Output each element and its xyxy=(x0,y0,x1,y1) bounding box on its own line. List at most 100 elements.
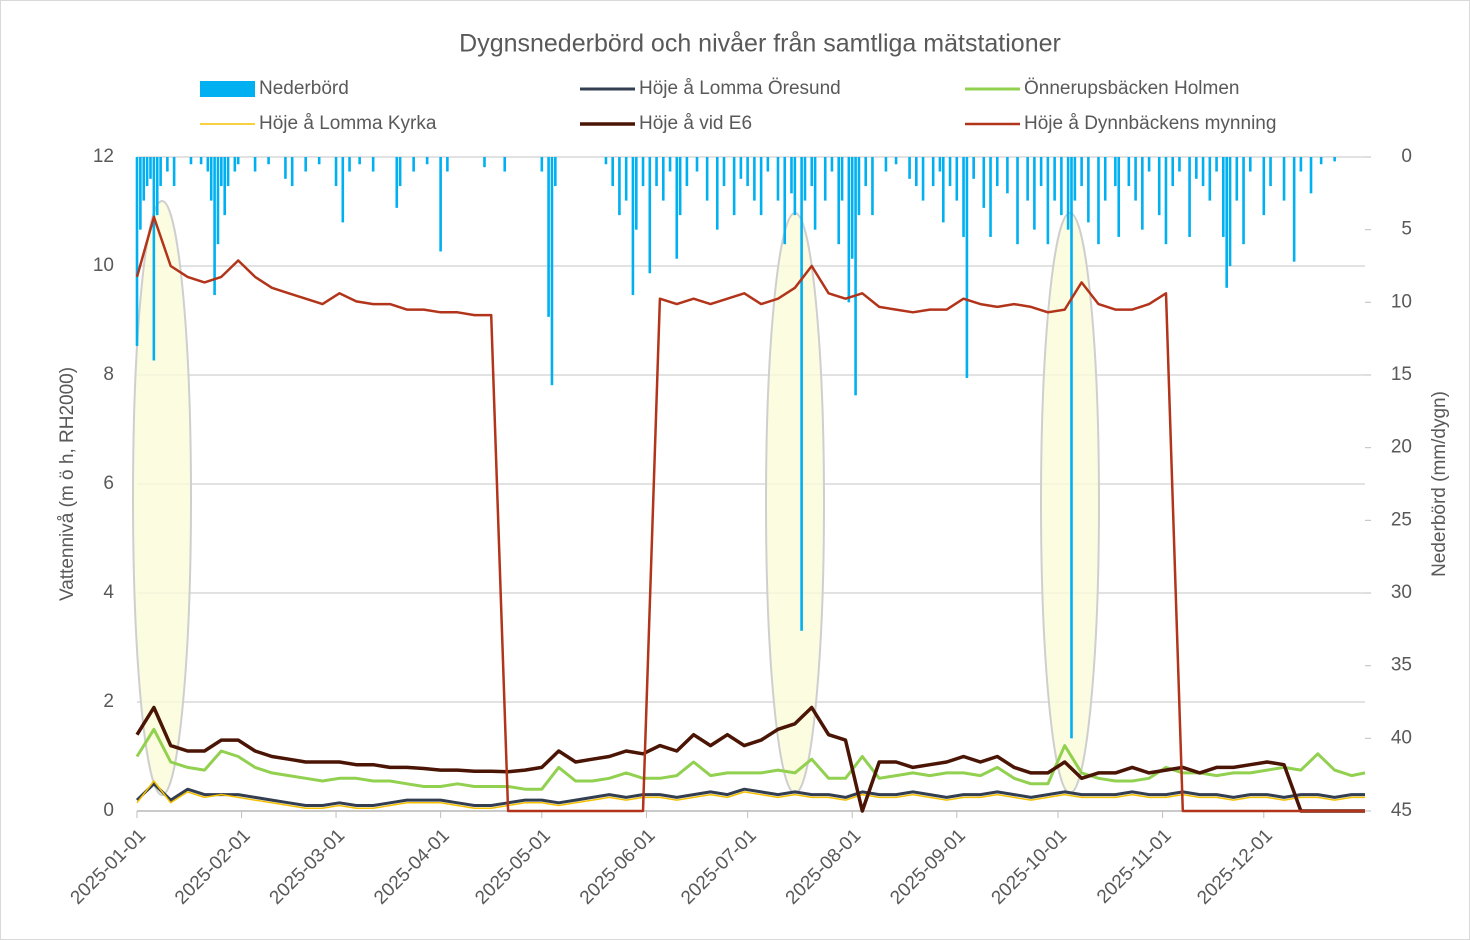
precipitation-bar xyxy=(226,157,230,187)
precipitation-bar xyxy=(1282,157,1286,201)
y2-tick-label: 25 xyxy=(1391,509,1412,530)
precipitation-bar xyxy=(766,157,770,172)
precipitation-bar xyxy=(1208,157,1212,201)
precipitation-bar xyxy=(135,157,139,346)
precipitation-bar xyxy=(253,157,257,172)
precipitation-bar xyxy=(395,157,399,208)
precipitation-bar xyxy=(550,157,554,386)
precipitation-bar xyxy=(439,157,442,252)
legend-swatch xyxy=(200,81,255,97)
precipitation-bar xyxy=(223,157,227,216)
precipitation-bar xyxy=(810,157,814,187)
precipitation-bar xyxy=(1269,157,1272,187)
precipitation-bar xyxy=(317,157,321,165)
precipitation-bar xyxy=(854,157,857,396)
precipitation-bar xyxy=(850,157,854,259)
precipitation-bar xyxy=(965,157,969,378)
precipitation-bar xyxy=(1228,157,1232,266)
precipitation-bar xyxy=(604,157,608,165)
y2-tick-label: 40 xyxy=(1391,727,1412,748)
precipitation-bar xyxy=(233,157,237,172)
highlights xyxy=(132,200,1100,796)
precipitation-bar xyxy=(631,157,635,296)
precipitation-bar xyxy=(1188,157,1191,237)
precipitation-bar xyxy=(1097,157,1100,245)
precipitation-bar xyxy=(1026,157,1029,201)
precipitation-bar xyxy=(715,157,719,230)
precipitation-bar xyxy=(1127,157,1131,187)
precipitation-bar xyxy=(1222,157,1225,237)
y2-tick-label: 35 xyxy=(1391,655,1412,676)
precipitation-bar xyxy=(1309,157,1313,194)
y2-tick-label: 15 xyxy=(1391,364,1412,385)
precipitation-bar xyxy=(759,157,763,216)
precipitation-bar xyxy=(149,157,152,179)
legend: Nederbörd Höje å Lomma Öresund Önnerupsbäc… xyxy=(200,78,1276,134)
precipitation-bar xyxy=(483,157,486,168)
precipitation-bar xyxy=(142,157,146,201)
precipitation-bar xyxy=(955,157,959,201)
y-axis-title: Vattennivå (m ö h, RH2000) xyxy=(57,367,78,601)
precipitation-bar xyxy=(618,157,621,216)
precipitation-bar xyxy=(236,157,240,165)
precipitation-bar xyxy=(722,157,726,187)
y2-tick-label: 5 xyxy=(1401,219,1412,240)
precipitation-bar xyxy=(371,157,375,172)
precipitation-bar xyxy=(1006,157,1009,194)
series-line xyxy=(136,780,1365,810)
precipitation-bar xyxy=(540,157,544,172)
precipitation-bar xyxy=(189,157,193,165)
precipitation-bar xyxy=(1060,157,1063,216)
precipitation-bar xyxy=(1080,157,1083,187)
precipitation-bar xyxy=(145,157,149,187)
y-tick-label: 2 xyxy=(103,691,114,712)
precipitation-bar xyxy=(398,157,402,187)
precipitation-bar xyxy=(1195,157,1198,179)
precipitation-bar xyxy=(152,157,156,361)
precipitation-bar xyxy=(1235,157,1239,201)
series-line xyxy=(135,705,1365,813)
precipitation-bar xyxy=(172,157,176,187)
precipitation-bar xyxy=(746,157,749,187)
precipitation-bar xyxy=(1201,157,1205,187)
precipitation-bar xyxy=(813,157,817,230)
series-line xyxy=(135,782,1365,807)
precipitation-bar xyxy=(611,157,614,187)
precipitation-bar xyxy=(847,157,851,303)
precipitation-bar xyxy=(857,157,861,216)
precipitation-bar xyxy=(1046,157,1050,245)
precipitation-bar xyxy=(1292,157,1296,262)
precipitation-bar xyxy=(334,157,338,187)
precipitation-bar xyxy=(1039,157,1043,187)
precipitation-bar xyxy=(1319,157,1323,165)
precipitation-bar xyxy=(358,157,361,165)
precipitation-bar xyxy=(554,157,557,187)
precipitation-bar xyxy=(648,157,652,274)
precipitation-bar xyxy=(220,157,223,187)
precipitation-bar xyxy=(1171,157,1175,187)
precipitation-bar xyxy=(341,157,345,223)
precipitation-bar xyxy=(1262,157,1266,216)
legend-label: Höje å vid E6 xyxy=(639,113,752,134)
precipitation-bar xyxy=(1225,157,1228,288)
precipitation-bar xyxy=(695,157,699,172)
precipitation-bar xyxy=(547,157,550,317)
precipitation-bar xyxy=(884,157,888,172)
y2-tick-label: 0 xyxy=(1401,146,1412,167)
precipitation-bar xyxy=(1178,157,1181,172)
precipitation-bar xyxy=(915,157,918,187)
precipitation-bar xyxy=(790,157,793,194)
precipitation-bar xyxy=(1066,157,1070,230)
legend-label: Höje å Lomma Öresund xyxy=(639,78,841,99)
precipitation-bar xyxy=(634,157,638,230)
highlight xyxy=(132,200,192,796)
precipitation-bar xyxy=(931,157,935,187)
precipitation-bar xyxy=(800,157,803,631)
precipitation-bar xyxy=(412,157,415,172)
precipitation-bar xyxy=(1134,157,1137,201)
precipitation-bar xyxy=(624,157,628,201)
precipitation-bar xyxy=(908,157,911,179)
chart-title: Dygnsnederbörd och nivåer från samtliga … xyxy=(459,30,1061,58)
